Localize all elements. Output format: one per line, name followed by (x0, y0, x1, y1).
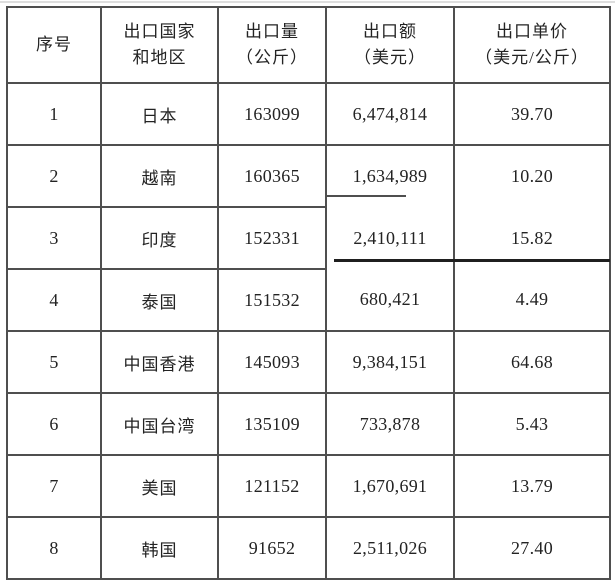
header-value: 出口额 （美元） (325, 6, 455, 84)
cell-value: 733,878 (325, 392, 455, 456)
cell-unit-price: 13.79 (453, 454, 611, 518)
table-header: 序号 出口国家和地区 出口量 （公斤） 出口额 （美元） 出口单价 （美元/公斤） (6, 6, 611, 84)
table-body: 1 日本 163099 6,474,814 39.70 2 越南 160365 … (6, 82, 611, 580)
cell-unit-price: 64.68 (453, 330, 611, 394)
header-quantity: 出口量 （公斤） (217, 6, 327, 84)
cell-value: 2,410,111 (325, 206, 455, 269)
table-row: 1 日本 163099 6,474,814 39.70 (6, 82, 611, 146)
header-value-line2: （美元） (354, 48, 426, 67)
cell-quantity: 135109 (217, 392, 327, 456)
header-region-line1: 出口国家 (123, 21, 196, 41)
cell-quantity: 163099 (217, 82, 327, 146)
cell-unit-price: 27.40 (453, 516, 611, 580)
table-row: 3 印度 152331 2,410,111 15.82 (6, 206, 611, 270)
table-row: 2 越南 160365 1,634,989 10.20 (6, 144, 611, 208)
cell-region: 中国香港 (100, 330, 219, 394)
export-statistics-table: 序号 出口国家和地区 出口量 （公斤） 出口额 （美元） 出口单价 （美元/公斤） 1 (6, 6, 611, 580)
header-rank-label: 序号 (36, 34, 72, 54)
cell-region: 越南 (100, 144, 219, 208)
cell-region: 印度 (100, 206, 219, 270)
table-row: 8 韩国 91652 2,511,026 27.40 (6, 516, 611, 580)
table-row: 5 中国香港 145093 9,384,151 64.68 (6, 330, 611, 394)
header-unit-price-line1: 出口单价 (496, 21, 568, 41)
cell-unit-price: 10.20 (453, 144, 611, 207)
cell-rank: 3 (6, 206, 102, 270)
cell-value: 2,511,026 (325, 516, 455, 580)
scan-edge-line (0, 1, 615, 3)
cell-rank: 8 (6, 516, 102, 580)
cell-unit-price: 39.70 (453, 82, 611, 146)
cell-region: 泰国 (100, 268, 219, 332)
cell-value: 9,384,151 (325, 330, 455, 394)
cell-quantity: 152331 (217, 206, 327, 270)
cell-rank: 7 (6, 454, 102, 518)
header-region-line2: 和地区 (132, 48, 187, 67)
scan-artifact-underline (327, 195, 406, 197)
header-row: 序号 出口国家和地区 出口量 （公斤） 出口额 （美元） 出口单价 （美元/公斤） (6, 6, 611, 84)
cell-rank: 4 (6, 268, 102, 332)
cell-region: 美国 (100, 454, 219, 518)
scan-artifact-thick-line (334, 259, 610, 262)
header-quantity-line1: 出口量 (245, 21, 299, 41)
header-value-line1: 出口额 (363, 21, 417, 41)
cell-rank: 6 (6, 392, 102, 456)
cell-rank: 2 (6, 144, 102, 208)
cell-value: 1,670,691 (325, 454, 455, 518)
header-unit-price: 出口单价 （美元/公斤） (453, 6, 611, 84)
cell-value: 1,634,989 (325, 144, 455, 207)
cell-region: 日本 (100, 82, 219, 146)
cell-unit-price: 5.43 (453, 392, 611, 456)
cell-quantity: 91652 (217, 516, 327, 580)
cell-region: 韩国 (100, 516, 219, 580)
cell-value: 6,474,814 (325, 82, 455, 146)
header-rank: 序号 (6, 6, 102, 84)
header-quantity-line2: （公斤） (236, 48, 308, 67)
header-region: 出口国家 和地区 (100, 6, 219, 84)
cell-unit-price: 15.82 (453, 206, 611, 269)
cell-quantity: 121152 (217, 454, 327, 518)
cell-quantity: 151532 (217, 268, 327, 332)
cell-region: 中国台湾 (100, 392, 219, 456)
cell-rank: 5 (6, 330, 102, 394)
table-row: 6 中国台湾 135109 733,878 5.43 (6, 392, 611, 456)
cell-quantity: 145093 (217, 330, 327, 394)
header-unit-price-line2: （美元/公斤） (475, 48, 589, 67)
cell-value: 680,421 (325, 268, 455, 332)
cell-quantity: 160365 (217, 144, 327, 208)
cell-unit-price: 4.49 (453, 268, 611, 332)
table-row: 4 泰国 151532 680,421 4.49 (6, 268, 611, 332)
table-row: 7 美国 121152 1,670,691 13.79 (6, 454, 611, 518)
cell-rank: 1 (6, 82, 102, 146)
